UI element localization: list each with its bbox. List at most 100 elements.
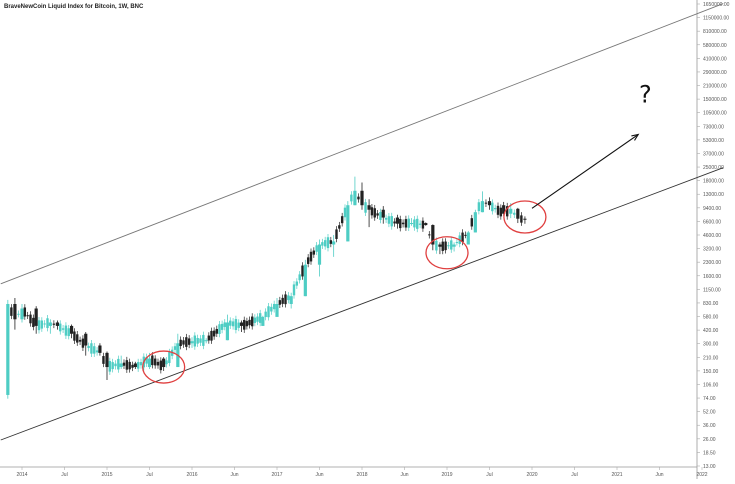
price-tick-label: 580.00 bbox=[703, 315, 719, 321]
candle-body bbox=[108, 361, 112, 372]
candle-body bbox=[303, 264, 307, 297]
candle-body bbox=[182, 340, 185, 345]
price-tick-label: 26.00 bbox=[703, 437, 716, 443]
projection-arrow-line bbox=[531, 134, 639, 209]
candle-body bbox=[229, 320, 232, 326]
price-tick-label: 74.00 bbox=[703, 396, 716, 402]
candle-body bbox=[301, 265, 304, 277]
price-tick-label: 37000.00 bbox=[703, 151, 724, 157]
candle-body bbox=[516, 208, 520, 219]
candle-body bbox=[404, 219, 408, 228]
candle-body bbox=[87, 345, 90, 349]
candle-body bbox=[452, 244, 456, 247]
candle-body bbox=[323, 240, 327, 247]
candle-body bbox=[390, 216, 393, 227]
candle-body bbox=[37, 320, 41, 331]
candle-body bbox=[67, 328, 70, 337]
candle-body bbox=[509, 208, 513, 214]
candle-body bbox=[393, 221, 396, 224]
time-tick-label: Jun bbox=[315, 472, 323, 478]
candle-body bbox=[52, 323, 56, 325]
candle-body bbox=[61, 328, 65, 330]
price-tick-label: 73000.00 bbox=[703, 124, 724, 130]
candle-body bbox=[364, 202, 367, 213]
candle-body bbox=[473, 212, 477, 233]
candle-body bbox=[237, 322, 240, 328]
candle-body bbox=[76, 334, 79, 343]
price-tick-label: 830.00 bbox=[703, 301, 719, 307]
time-tick-label: Jun bbox=[655, 472, 663, 478]
candle-body bbox=[17, 313, 20, 315]
candle-body bbox=[185, 337, 188, 347]
price-tick-label: 290000.00 bbox=[703, 70, 727, 76]
candle-body bbox=[267, 306, 270, 318]
candle-body bbox=[275, 303, 279, 317]
price-tick-label: 150000.00 bbox=[703, 97, 727, 103]
candle-body bbox=[133, 363, 137, 368]
candle-body bbox=[520, 215, 523, 223]
candle-body bbox=[292, 284, 296, 296]
candle-body bbox=[353, 190, 357, 206]
upper-channel-line bbox=[0, 3, 724, 285]
candle-body bbox=[84, 333, 88, 346]
candle-body bbox=[321, 242, 324, 246]
candle-body bbox=[114, 363, 117, 367]
candle-body bbox=[438, 244, 442, 247]
candle-body bbox=[399, 219, 402, 229]
chart-title: BraveNewCoin Liquid Index for Bitcoin, 1… bbox=[4, 4, 144, 10]
time-tick-label: 2015 bbox=[101, 472, 112, 478]
lower-channel-line bbox=[0, 167, 724, 441]
price-tick-label: 18000.00 bbox=[703, 179, 724, 185]
candle-body bbox=[245, 321, 249, 327]
candle-body bbox=[162, 358, 166, 368]
candle-body bbox=[317, 244, 322, 265]
candle-body bbox=[332, 241, 336, 245]
candle-body bbox=[441, 241, 444, 251]
candle-body bbox=[381, 209, 385, 218]
candle-body bbox=[523, 218, 527, 220]
candle-body bbox=[444, 241, 447, 251]
highlight-circle-2 bbox=[425, 236, 469, 270]
price-tick-label: 13.00 bbox=[703, 464, 716, 470]
price-tick-label: 52.00 bbox=[703, 410, 716, 416]
candle-body bbox=[13, 303, 17, 320]
candle-body bbox=[231, 321, 235, 327]
candle-body bbox=[384, 217, 388, 220]
highlight-circle-3 bbox=[503, 200, 547, 234]
candle-body bbox=[309, 251, 313, 262]
candle-body bbox=[287, 295, 290, 301]
candle-body bbox=[395, 217, 400, 224]
candle-body bbox=[513, 212, 516, 215]
candle-body bbox=[34, 308, 38, 326]
candle-body bbox=[477, 202, 481, 212]
price-tick-label: 4600.00 bbox=[703, 233, 721, 239]
time-tick-label: 2017 bbox=[271, 472, 282, 478]
candle-body bbox=[64, 325, 68, 336]
candle-body bbox=[435, 240, 438, 251]
candle-body bbox=[119, 363, 123, 368]
candle-body bbox=[90, 343, 93, 354]
price-tick-label: 53000.00 bbox=[703, 138, 724, 144]
candle-body bbox=[413, 219, 416, 228]
candle-body bbox=[151, 355, 154, 366]
candle-body bbox=[251, 316, 254, 327]
time-tick-label: Jun bbox=[400, 472, 408, 478]
candle-body bbox=[335, 229, 338, 239]
price-tick-label: 6600.00 bbox=[703, 219, 721, 225]
price-tick-label: 105000.00 bbox=[703, 111, 727, 117]
candle-body bbox=[40, 320, 44, 329]
candle-body bbox=[239, 322, 244, 326]
candle-body bbox=[122, 362, 126, 366]
candle-body bbox=[506, 206, 509, 217]
candle-body bbox=[278, 300, 282, 305]
candle-body bbox=[464, 234, 467, 236]
candle-body bbox=[493, 207, 497, 210]
candle-body bbox=[234, 319, 238, 331]
price-tick-label: 1150.00 bbox=[703, 287, 721, 293]
candle-body bbox=[223, 322, 226, 327]
candle-body bbox=[421, 220, 425, 229]
candle-body bbox=[225, 322, 230, 341]
candle-body bbox=[346, 205, 350, 242]
candle-body bbox=[376, 213, 379, 216]
